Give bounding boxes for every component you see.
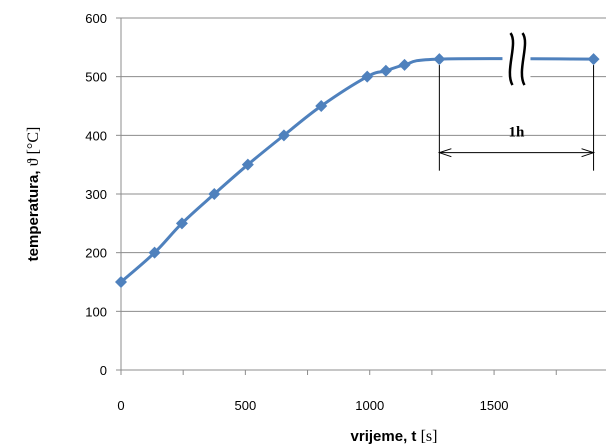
data-point-marker xyxy=(398,58,411,71)
break-mark-left xyxy=(508,32,515,86)
y-tick-label: 100 xyxy=(85,304,107,319)
axes xyxy=(116,17,606,375)
series-line xyxy=(120,57,594,284)
x-tick-label: 0 xyxy=(117,398,124,413)
duration-arrowhead-left xyxy=(437,148,452,158)
data-point-marker xyxy=(587,53,600,66)
data-point-marker xyxy=(148,246,161,259)
y-tick-label: 400 xyxy=(85,128,107,143)
data-point-marker xyxy=(361,70,374,83)
y-tick-labels: 0 100 200 300 400 500 600 xyxy=(85,11,107,378)
grid-lines xyxy=(121,17,606,312)
data-point-marker xyxy=(241,158,254,171)
data-point-marker xyxy=(208,188,221,200)
x-tick-label: 500 xyxy=(235,398,257,413)
y-tick-label: 200 xyxy=(85,246,107,261)
duration-arrowhead-right xyxy=(581,148,596,158)
data-point-marker xyxy=(277,129,290,142)
y-tick-label: 300 xyxy=(85,187,107,202)
y-tick-label: 500 xyxy=(85,70,107,85)
x-tick-labels: 0 500 1000 1500 xyxy=(117,398,508,413)
duration-annotation: 1h xyxy=(437,31,596,171)
data-point-marker xyxy=(433,53,446,66)
data-point-marker xyxy=(379,64,392,77)
x-tick-label: 1000 xyxy=(355,398,384,413)
series-temperature xyxy=(115,53,600,288)
y-tick-label: 600 xyxy=(85,11,107,26)
y-axis-title: temperatura, ϑ [°C] xyxy=(25,127,42,262)
x-tick-label: 1500 xyxy=(480,398,509,413)
y-tick-label: 0 xyxy=(100,363,107,378)
data-point-marker xyxy=(175,217,188,230)
x-axis-title: vrijeme, t [s] xyxy=(351,428,438,445)
data-point-marker xyxy=(115,276,127,288)
break-gap xyxy=(502,31,531,88)
data-point-marker xyxy=(315,100,328,112)
duration-label: 1h xyxy=(509,125,526,141)
break-mark-right xyxy=(520,32,527,86)
